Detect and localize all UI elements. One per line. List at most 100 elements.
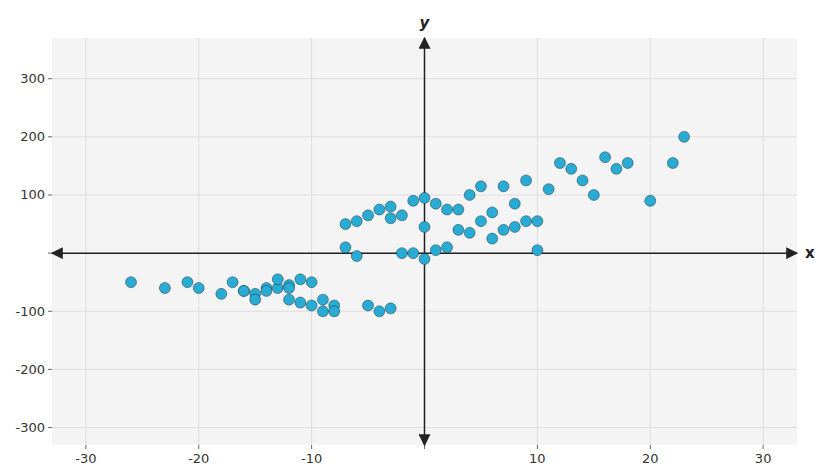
tick-label-x: 30 — [755, 451, 772, 466]
tick-y — [48, 311, 52, 312]
point — [396, 248, 407, 259]
point — [475, 181, 486, 192]
y-axis-label: y — [420, 14, 431, 32]
point — [272, 274, 283, 285]
tick-label-y: -200 — [15, 362, 45, 377]
point — [295, 297, 306, 308]
point — [317, 294, 328, 305]
point — [261, 285, 272, 296]
point — [351, 216, 362, 227]
tick-label-y: 300 — [20, 71, 45, 86]
grid-line-x — [85, 38, 86, 445]
points — [126, 131, 690, 316]
point — [600, 152, 611, 163]
tick-label-y: -300 — [15, 420, 45, 435]
grid-line-x — [537, 38, 538, 445]
tick-label-y: 200 — [20, 129, 45, 144]
point — [306, 300, 317, 311]
point — [385, 303, 396, 314]
point — [566, 163, 577, 174]
point — [329, 306, 340, 317]
point — [374, 204, 385, 215]
grid-line-x — [650, 38, 651, 445]
point — [182, 277, 193, 288]
tick-x — [311, 445, 312, 449]
point — [611, 163, 622, 174]
tick-y — [48, 253, 52, 254]
point — [464, 189, 475, 200]
point — [464, 227, 475, 238]
tick-label-x: 20 — [642, 451, 659, 466]
point — [442, 204, 453, 215]
point — [317, 306, 328, 317]
tick-x — [198, 445, 199, 449]
point — [667, 158, 678, 169]
tick-y — [48, 427, 52, 428]
point — [679, 131, 690, 142]
point — [419, 253, 430, 264]
point — [238, 285, 249, 296]
tick-label-y: 100 — [20, 187, 45, 202]
tick-label-y: -100 — [15, 304, 45, 319]
tick-label-x: 10 — [529, 451, 546, 466]
point — [645, 195, 656, 206]
point — [521, 216, 532, 227]
point — [509, 198, 520, 209]
tick-label-x: -20 — [188, 451, 209, 466]
point — [487, 233, 498, 244]
point — [588, 189, 599, 200]
axis-y — [424, 38, 426, 445]
plot-area — [52, 38, 797, 445]
point — [126, 277, 137, 288]
grid — [52, 38, 797, 445]
point — [238, 285, 249, 296]
point — [227, 277, 238, 288]
grid-line-x — [763, 38, 764, 445]
point — [216, 288, 227, 299]
grid-line-x — [311, 38, 312, 445]
tick-x — [650, 445, 651, 449]
point — [374, 306, 385, 317]
point — [306, 277, 317, 288]
point — [453, 204, 464, 215]
point — [487, 207, 498, 218]
point — [622, 158, 633, 169]
point — [577, 175, 588, 186]
point — [385, 213, 396, 224]
tick-y — [48, 369, 52, 370]
tick-y — [48, 136, 52, 137]
point — [340, 219, 351, 230]
tick-x — [85, 445, 86, 449]
point — [284, 294, 295, 305]
tick-label-x: -10 — [301, 451, 322, 466]
point — [509, 221, 520, 232]
grid-line-x — [424, 38, 425, 445]
chart: -30-20-10102030-300-200-100100200300xy — [0, 0, 827, 475]
point — [532, 216, 543, 227]
point — [521, 175, 532, 186]
point — [396, 210, 407, 221]
point — [442, 242, 453, 253]
point — [193, 283, 204, 294]
point — [419, 221, 430, 232]
point — [340, 242, 351, 253]
point — [159, 283, 170, 294]
tick-x — [424, 445, 425, 449]
tick-x — [763, 445, 764, 449]
point — [284, 283, 295, 294]
point — [419, 192, 430, 203]
point — [543, 184, 554, 195]
point — [363, 300, 374, 311]
point — [250, 294, 261, 305]
point — [554, 158, 565, 169]
tick-y — [48, 78, 52, 79]
point — [475, 216, 486, 227]
point — [532, 245, 543, 256]
point — [498, 224, 509, 235]
tick-y — [48, 194, 52, 195]
point — [430, 245, 441, 256]
point — [408, 248, 419, 259]
x-axis-label: x — [805, 244, 815, 262]
point — [453, 224, 464, 235]
point — [295, 274, 306, 285]
